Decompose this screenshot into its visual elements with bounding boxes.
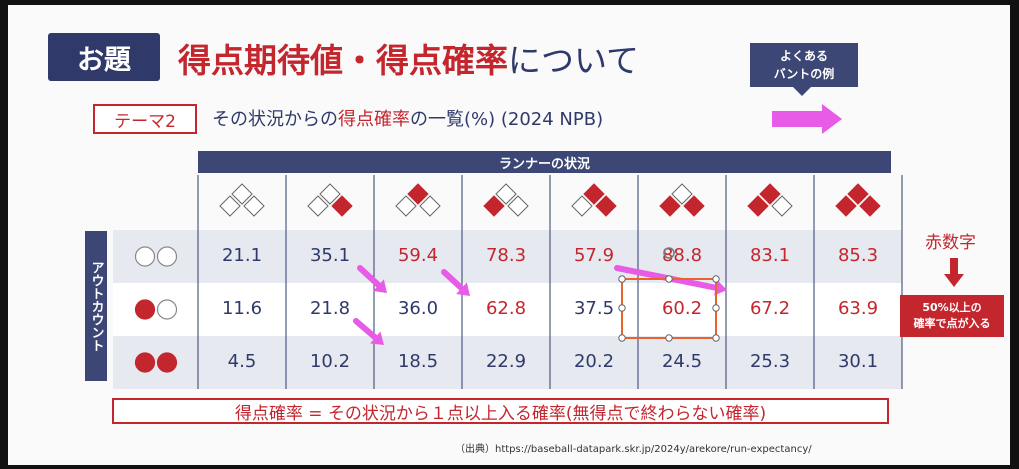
table-cell: 78.3	[485, 245, 527, 266]
out-icon	[134, 299, 156, 320]
table-cell: 85.3	[837, 245, 879, 266]
base-icon	[319, 183, 341, 205]
bunt-example-callout: よくある バントの例	[750, 43, 858, 87]
base-icon	[395, 195, 417, 217]
theme-suffix: の一覧(%) (2024 NPB)	[410, 109, 604, 130]
base-icon	[243, 195, 265, 217]
table-cell: 60.2	[661, 298, 703, 319]
base-icon	[407, 183, 429, 205]
table-cell: 21.8	[309, 298, 351, 319]
base-icon	[231, 183, 253, 205]
base-icon	[307, 195, 329, 217]
red-numbers-label: 赤数字	[925, 233, 976, 253]
table-grid	[113, 175, 903, 389]
base-icon	[683, 195, 705, 217]
theme-prefix: その状況からの	[212, 109, 338, 130]
out-icon	[156, 246, 178, 267]
title-main: 得点期待値・得点確率	[178, 41, 508, 80]
table-cell: 22.9	[485, 351, 527, 372]
bunt-label-line1: よくある	[779, 49, 828, 63]
theme-description: その状況からの得点確率の一覧(%) (2024 NPB)	[212, 105, 603, 131]
base-icon	[219, 195, 241, 217]
base-icon	[583, 183, 605, 205]
out-icon	[134, 352, 156, 373]
base-icon	[571, 195, 593, 217]
bunt-label-line2: バントの例	[773, 67, 835, 81]
base-icon	[847, 183, 869, 205]
table-cell: 25.3	[749, 351, 791, 372]
table-cell: 10.2	[309, 351, 351, 372]
source-citation: （出典）https://baseball-datapark.skr.jp/202…	[455, 444, 812, 455]
base-icon	[747, 195, 769, 217]
table-cell: 57.9	[573, 245, 615, 266]
row-band	[113, 283, 902, 336]
base-icon	[835, 195, 857, 217]
base-icon	[759, 183, 781, 205]
title-suffix: について	[508, 41, 640, 80]
table-cell: 20.2	[573, 351, 615, 372]
table-cell: 35.1	[309, 245, 351, 266]
out-icon	[156, 299, 178, 320]
base-icon	[595, 195, 617, 217]
row-band	[113, 336, 902, 389]
note-line2: 確率で点が入る	[913, 317, 991, 330]
base-icon	[507, 195, 529, 217]
table-cell: 30.1	[837, 351, 879, 372]
out-icon	[156, 352, 178, 373]
table-cell: 4.5	[227, 351, 257, 372]
table-cell: 37.5	[573, 298, 615, 319]
scoring-probability-table	[113, 175, 903, 390]
base-icon	[331, 195, 353, 217]
note-line1: 50%以上の	[922, 301, 982, 314]
definition-box: 得点確率 = その状況から１点以上入る確率(無得点で終わらない確率)	[112, 398, 889, 424]
base-icon	[495, 183, 517, 205]
base-icon	[671, 183, 693, 205]
table-cell: 36.0	[397, 298, 439, 319]
table-cell: 63.9	[837, 298, 879, 319]
table-cell: 83.1	[749, 245, 791, 266]
page-title: 得点期待値・得点確率について	[178, 34, 639, 82]
base-icon	[659, 195, 681, 217]
topic-badge: お題	[48, 33, 160, 81]
base-icon	[859, 195, 881, 217]
theme-tag: テーマ2	[93, 104, 197, 134]
base-icon	[771, 195, 793, 217]
table-cell: 24.5	[661, 351, 703, 372]
down-arrow-icon	[944, 258, 964, 287]
legend-note: 50%以上の 確率で点が入る	[900, 295, 1004, 337]
table-cell: 88.8	[661, 245, 703, 266]
table-cell: 18.5	[397, 351, 439, 372]
out-icon	[134, 246, 156, 267]
bunt-arrow-icon	[772, 104, 842, 134]
table-cell: 59.4	[397, 245, 439, 266]
theme-highlight: 得点確率	[338, 109, 410, 130]
base-icon	[483, 195, 505, 217]
table-cell: 62.8	[485, 298, 527, 319]
table-cell: 11.6	[221, 298, 263, 319]
runner-status-header: ランナーの状況	[198, 151, 891, 173]
callout-tail	[793, 87, 811, 96]
out-count-header: アウトカウント	[85, 231, 107, 381]
row-band	[113, 230, 902, 283]
base-icon	[419, 195, 441, 217]
table-cell: 21.1	[221, 245, 263, 266]
table-cell: 67.2	[749, 298, 791, 319]
